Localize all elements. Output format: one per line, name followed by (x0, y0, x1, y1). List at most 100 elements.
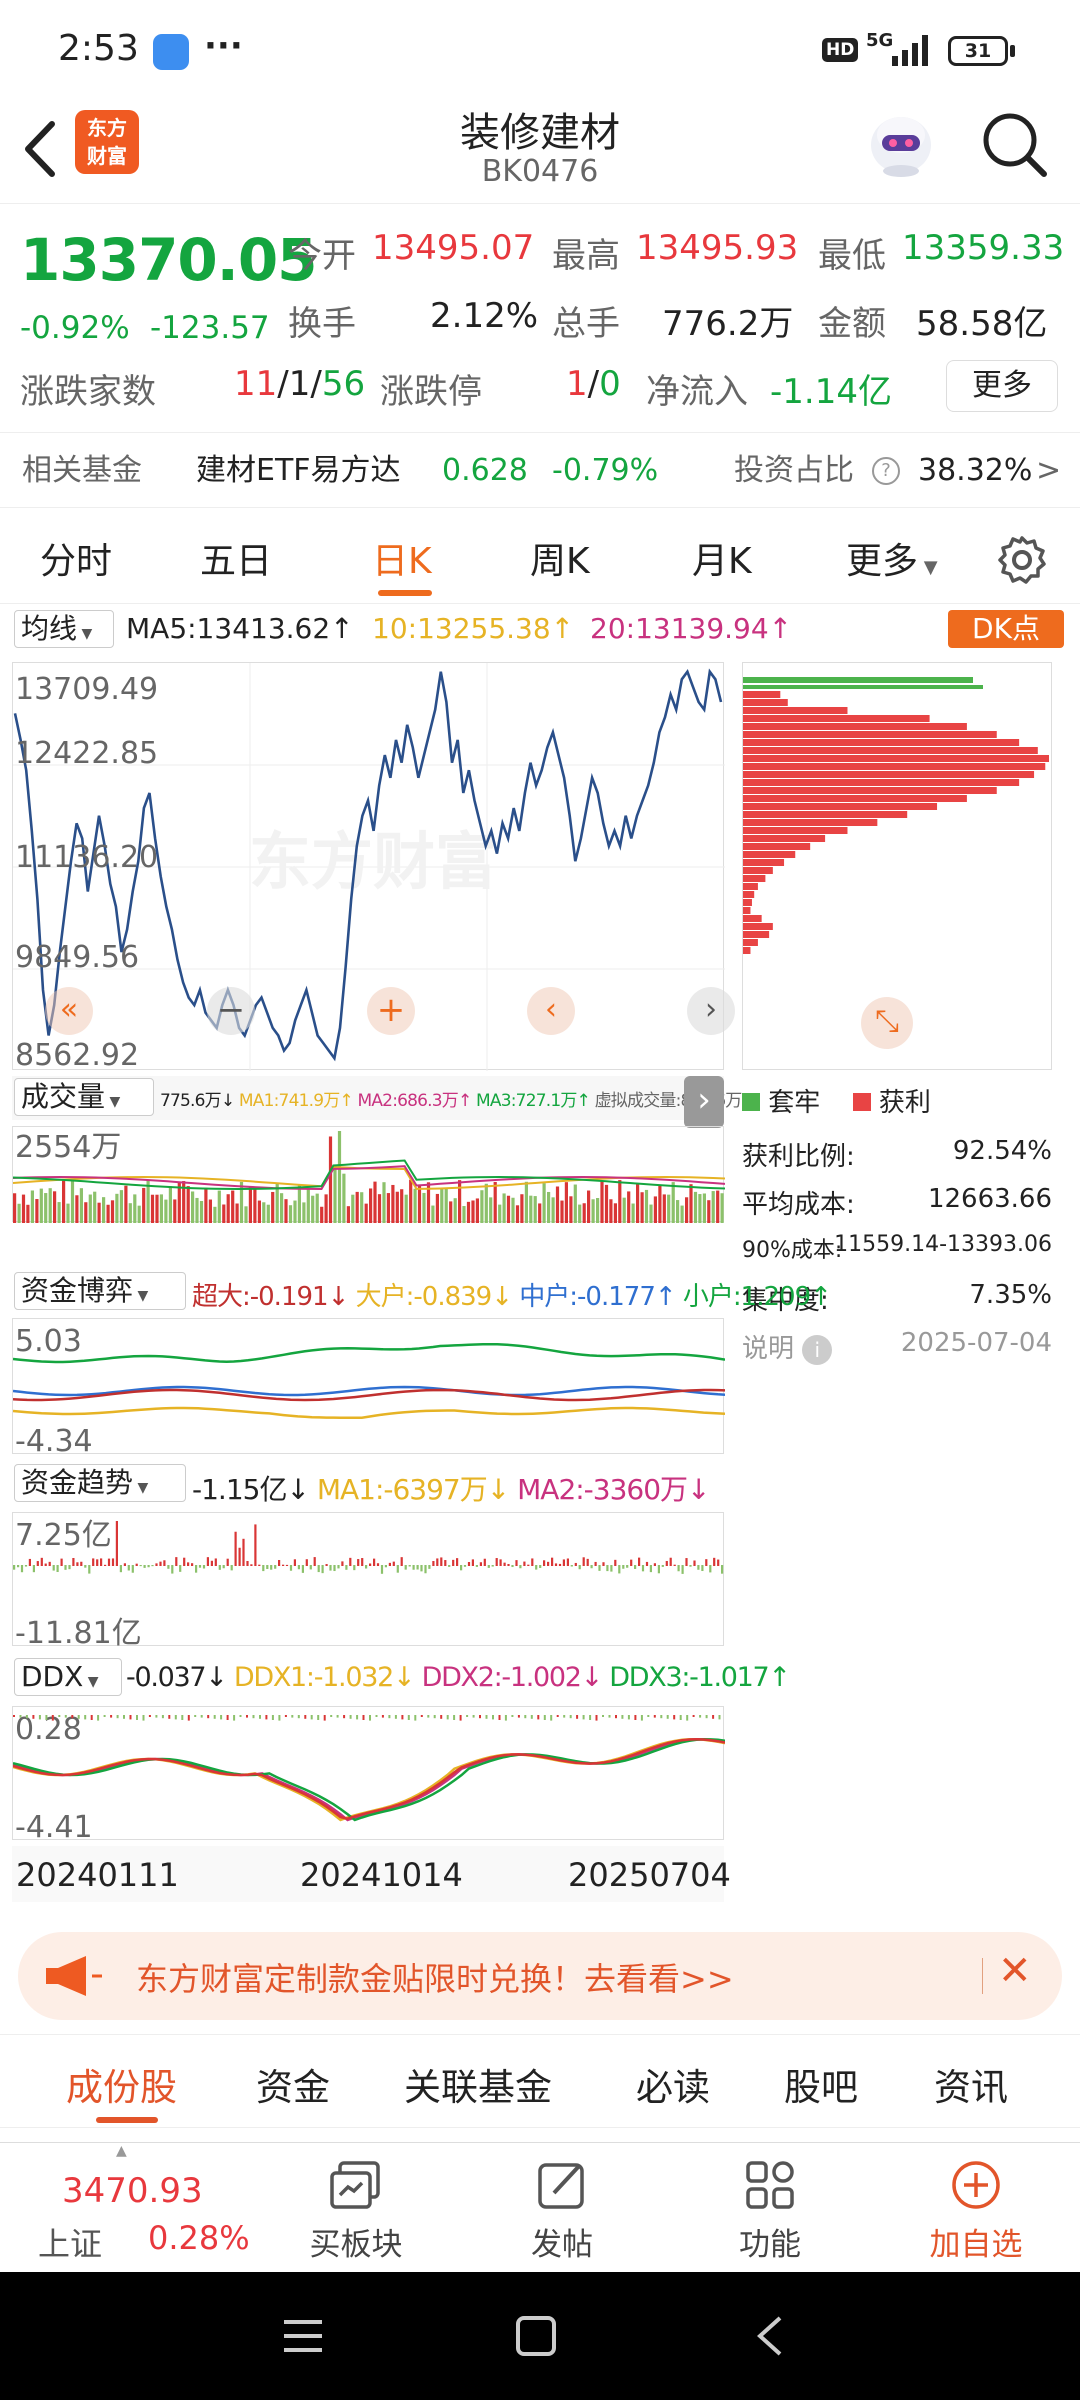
volume-bar (591, 1199, 595, 1223)
open-label: 今开 (288, 236, 356, 276)
tab-zhouk[interactable]: 周K (530, 541, 590, 582)
volume-bar (716, 1190, 720, 1223)
ddx-bar (582, 1715, 585, 1720)
ddx-line (12, 1738, 726, 1822)
volume-bar (475, 1198, 479, 1223)
tab-more[interactable]: 更多 ▼ (846, 532, 938, 584)
cost90-label: 90%成本: (742, 1238, 843, 1263)
volume-bar (493, 1181, 497, 1223)
menu-icon[interactable] (280, 2316, 326, 2356)
scroll-left-fast-button[interactable]: « (45, 987, 93, 1035)
help-icon[interactable]: ? (872, 457, 900, 485)
trend-bar (539, 1565, 542, 1568)
kline-chart[interactable]: 东方财富 13709.49 12422.85 11136.20 9849.56 … (12, 662, 735, 1073)
trend-bar (527, 1564, 530, 1566)
buy-sector-button[interactable]: 买板块 (296, 2157, 416, 2267)
ma-selector[interactable]: 均线 ▼ (14, 610, 114, 648)
volume-bar (266, 1204, 270, 1223)
ddx-selector[interactable]: DDX ▼ (14, 1658, 122, 1696)
home-icon[interactable] (514, 2314, 558, 2358)
expand-icon[interactable]: ⤡ (861, 997, 913, 1049)
trend-selector[interactable]: 资金趋势 ▼ (14, 1464, 186, 1502)
tab-related-funds[interactable]: 关联基金 (404, 2066, 552, 2109)
trend-bar (175, 1557, 178, 1566)
post-button[interactable]: 发帖 (502, 2157, 622, 2267)
add-watchlist-button[interactable]: 加自选 (916, 2157, 1036, 2267)
fund-label: 相关基金 (22, 453, 142, 488)
ddx-bar (653, 1715, 656, 1718)
limit-up: 1 (566, 364, 588, 404)
ddx-bar (446, 1715, 449, 1720)
volume-bar (337, 1131, 342, 1223)
tab-guba[interactable]: 股吧 (784, 2066, 858, 2109)
tab-rik[interactable]: 日K (372, 541, 432, 582)
capital-selector[interactable]: 资金博弈 ▼ (14, 1272, 186, 1310)
back-arrow-icon[interactable] (18, 118, 62, 180)
volume-bar (689, 1184, 693, 1223)
hd-icon: HD (822, 38, 859, 62)
tab-fenshi[interactable]: 分时 (40, 541, 113, 582)
tab-yuek[interactable]: 月K (692, 541, 752, 582)
trend-bar (463, 1565, 467, 1567)
note-label[interactable]: 说明 (742, 1334, 795, 1364)
trend-top-label: 7.25亿 (15, 1518, 112, 1553)
zoom-in-button[interactable]: + (367, 987, 415, 1035)
tab-must-read[interactable]: 必读 (636, 2066, 710, 2109)
volume-bar (297, 1184, 301, 1223)
search-icon[interactable] (978, 108, 1050, 180)
volume-bar (604, 1184, 609, 1223)
ddx-bar (530, 1715, 533, 1719)
back-icon[interactable] (750, 2314, 790, 2358)
related-fund-row[interactable]: 相关基金 建材ETF易方达 0.628 -0.79% 投资占比 ? 38.32%… (0, 432, 1080, 508)
trend-bar (151, 1565, 154, 1567)
volume-bar (382, 1182, 386, 1223)
scroll-left-button[interactable]: ‹ (527, 987, 575, 1035)
add-watchlist-label: 加自选 (929, 2227, 1023, 2263)
volume-bar (373, 1181, 377, 1223)
promo-banner[interactable]: 东方财富定制款金贴限时兑换！去看看>> ✕ (18, 1932, 1062, 2020)
tab-news[interactable]: 资讯 (934, 2066, 1008, 2109)
index-widget[interactable]: ▲ 3470.93 上证 0.28% (0, 2143, 270, 2273)
trend-bar (305, 1559, 308, 1566)
chip-profit-bar (743, 755, 1049, 762)
chip-stats: 获利比例: 92.54% 平均成本: 12663.66 90%成本: 11559.14… (742, 1136, 1052, 1380)
volume-bar (444, 1188, 448, 1223)
ddx-bar (252, 1715, 255, 1719)
more-button[interactable]: 更多 (946, 360, 1058, 412)
settings-gear-icon[interactable] (996, 534, 1048, 586)
zoom-out-button[interactable]: − (207, 987, 255, 1035)
volume-bar (106, 1204, 110, 1223)
trend-bar (400, 1557, 403, 1566)
info-icon[interactable]: i (802, 1335, 833, 1365)
volume-selector[interactable]: 成交量 ▼ (14, 1078, 154, 1116)
volume-bar (97, 1202, 101, 1223)
scroll-right-button[interactable]: › (687, 987, 735, 1035)
chart-tabs: 分时 五日 日K 周K 月K 更多 ▼ (0, 508, 1080, 604)
ddx-bar (394, 1715, 397, 1719)
robot-assistant-icon[interactable] (862, 105, 940, 183)
dk-button[interactable]: DK点 (948, 610, 1064, 648)
trend-bar (20, 1565, 24, 1573)
volume-bar (484, 1183, 488, 1223)
volume-bar (271, 1191, 275, 1223)
trend-bar (396, 1565, 399, 1573)
expand-arrow-button[interactable]: › (684, 1076, 724, 1128)
chip-chart[interactable]: ⤡ (742, 662, 1052, 1070)
ddx-bar (673, 1715, 676, 1720)
tab-constituents[interactable]: 成份股 (66, 2066, 177, 2109)
volume-bar (431, 1205, 435, 1223)
volume-bar (555, 1186, 560, 1223)
chip-profit-bar (743, 707, 848, 714)
chip-profit-bar (743, 779, 1020, 786)
ddx-bar (148, 1715, 151, 1717)
trend-bar (551, 1557, 554, 1566)
close-icon[interactable]: ✕ (998, 1948, 1032, 1994)
ddx-bar (479, 1715, 481, 1719)
trend-bar (266, 1565, 269, 1569)
functions-button[interactable]: 功能 (710, 2157, 830, 2267)
tab-indicator (96, 2117, 158, 2123)
ddx-bar (718, 1715, 721, 1720)
tab-capital[interactable]: 资金 (256, 2066, 330, 2109)
volume-bar (204, 1187, 208, 1223)
tab-wuri[interactable]: 五日 (200, 541, 273, 582)
